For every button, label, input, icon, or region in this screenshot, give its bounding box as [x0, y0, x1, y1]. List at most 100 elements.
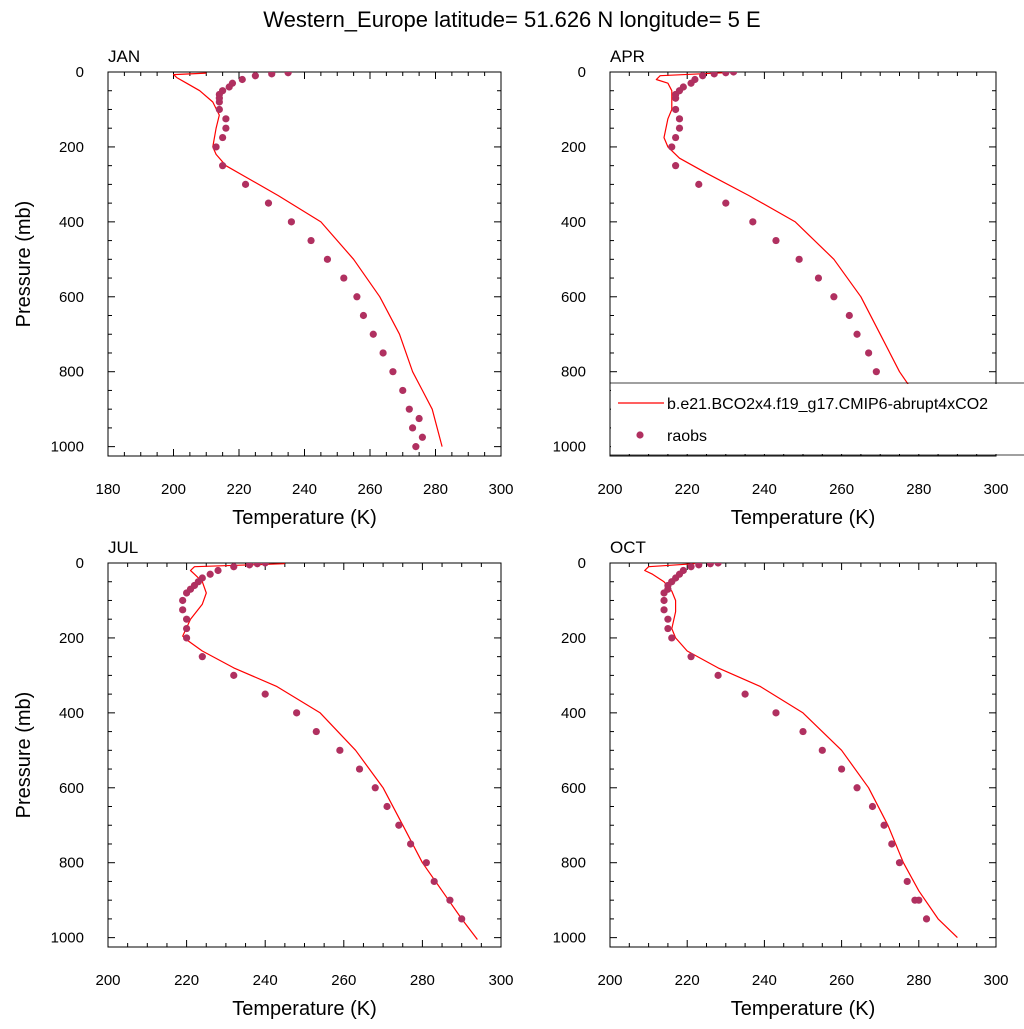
raobs-point [722, 199, 730, 207]
y-tick-label: 800 [561, 855, 586, 872]
raobs-point [293, 709, 301, 717]
raobs-point [198, 653, 206, 661]
raobs-point [668, 634, 676, 642]
model-profile-line [644, 563, 958, 939]
raobs-point [222, 115, 230, 123]
x-tick-label: 260 [331, 972, 356, 989]
raobs-point [814, 274, 823, 282]
x-tick-label: 220 [226, 481, 251, 498]
raobs-point [687, 79, 695, 87]
raobs-point [183, 624, 191, 633]
y-tick-label: 200 [59, 139, 84, 156]
raobs-point [838, 765, 846, 773]
raobs-point [359, 311, 368, 320]
y-tick-label: 0 [76, 555, 84, 572]
raobs-point [405, 405, 413, 413]
raobs-point [212, 143, 220, 151]
raobs-point [664, 624, 672, 633]
raobs-point [371, 784, 379, 792]
raobs-point [214, 566, 222, 575]
raobs-point [672, 133, 680, 142]
y-tick-label: 400 [561, 214, 586, 231]
x-tick-label: 200 [597, 481, 622, 498]
x-tick-label: 300 [983, 481, 1008, 498]
raobs-point [772, 709, 780, 717]
x-tick-label: 220 [174, 972, 199, 989]
raobs-point [389, 368, 397, 376]
x-tick-label: 300 [488, 481, 513, 498]
plot-data [644, 563, 958, 939]
raobs-point [422, 859, 430, 867]
raobs-point [408, 424, 417, 432]
panel-jul: 200 220 240 260 280 300 0 200 400 600 800 1000 JUL Te… [13, 538, 514, 1020]
y-tick-label: 1000 [553, 439, 586, 456]
plot-frame [107, 71, 502, 457]
x-tick-label: 220 [675, 481, 700, 498]
panel-title: JAN [108, 47, 140, 66]
x-axis-label: Temperature (K) [232, 507, 377, 529]
raobs-point [749, 218, 757, 226]
raobs-point [922, 915, 931, 923]
x-tick-label: 240 [752, 972, 777, 989]
panel-oct: 200 220 240 260 280 300 0 200 400 600 800 1000 OCT Te… [553, 538, 1009, 1020]
raobs-point [741, 690, 749, 698]
plot-frame [107, 562, 502, 948]
raobs-point [722, 72, 730, 77]
raobs-point [206, 570, 214, 578]
raobs-point [336, 746, 344, 754]
x-tick-label: 220 [675, 972, 700, 989]
y-tick-label: 200 [561, 139, 586, 156]
raobs-point [915, 896, 923, 904]
raobs-point [355, 765, 364, 773]
raobs-point [251, 72, 259, 80]
y-tick-label: 400 [561, 705, 586, 722]
panel-jan: 180 200 220 240 260 280 300 0 200 400 600 800 1000 JA… [13, 47, 514, 529]
raobs-point [868, 802, 877, 811]
x-tick-label: 280 [410, 972, 435, 989]
panel-title: JUL [108, 538, 138, 557]
x-tick-label: 200 [95, 972, 120, 989]
raobs-point [261, 690, 269, 698]
raobs-point [399, 386, 407, 395]
y-tick-label: 800 [561, 364, 586, 381]
raobs-point [660, 589, 668, 597]
y-tick-label: 0 [578, 64, 586, 81]
model-profile-line [182, 563, 478, 940]
raobs-point [379, 349, 387, 357]
raobs-point [261, 563, 269, 567]
y-tick-label: 400 [59, 214, 84, 231]
raobs-point [268, 72, 276, 78]
raobs-point [880, 821, 888, 829]
figure-title: Western_Europe latitude= 51.626 N longit… [263, 7, 760, 32]
raobs-point [179, 596, 187, 605]
raobs-point [872, 368, 880, 376]
panel-apr: 200 220 240 260 280 300 0 200 400 600 800 1000 APR Te… [553, 47, 1009, 529]
raobs-point [222, 124, 230, 132]
x-tick-label: 280 [423, 481, 448, 498]
raobs-point [714, 671, 722, 679]
y-tick-label: 400 [59, 705, 84, 722]
y-tick-label: 0 [578, 555, 586, 572]
raobs-point [383, 802, 391, 811]
raobs-point [430, 877, 438, 886]
raobs-point [865, 349, 873, 357]
raobs-point [903, 877, 911, 886]
raobs-point [660, 606, 668, 614]
raobs-point [687, 653, 695, 661]
y-tick-label: 600 [561, 289, 586, 306]
raobs-point [660, 596, 668, 605]
legend-background [611, 384, 1024, 454]
raobs-point [353, 293, 361, 301]
raobs-point [664, 615, 672, 623]
raobs-point [672, 105, 680, 114]
raobs-point [710, 72, 718, 78]
raobs-point [668, 143, 676, 151]
raobs-point [799, 727, 807, 736]
raobs-point [895, 859, 904, 867]
plot-data [179, 563, 478, 940]
raobs-point [672, 94, 680, 102]
raobs-point [853, 784, 861, 792]
legend: b.e21.BCO2x4.f19_g17.CMIP6-abrupt4xCO2ra… [609, 382, 1024, 456]
